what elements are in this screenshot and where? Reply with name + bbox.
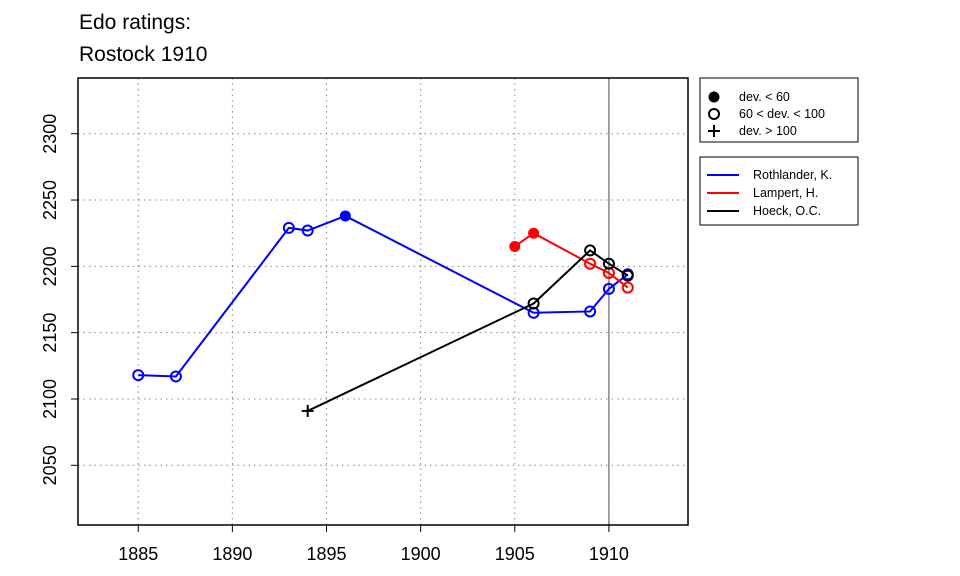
series-legend-label: Rothlander, K. xyxy=(753,168,832,182)
series-line xyxy=(514,232,629,289)
marker-open xyxy=(708,108,720,120)
marker-legend-label: dev. < 60 xyxy=(739,90,790,104)
series-legend: Rothlander, K. Lampert, H. Hoeck, O.C. xyxy=(699,156,859,226)
marker-plus xyxy=(708,125,720,137)
marker-filled xyxy=(509,240,521,252)
y-tick-label: 2250 xyxy=(40,180,60,220)
x-tick-label: 1890 xyxy=(212,544,252,564)
series-line xyxy=(307,249,629,412)
x-tick-label: 1895 xyxy=(306,544,346,564)
marker-open xyxy=(301,224,314,237)
marker-open xyxy=(132,369,145,382)
marker-plus xyxy=(301,404,314,417)
x-tick-label: 1885 xyxy=(118,544,158,564)
marker-open xyxy=(584,244,597,257)
marker-open xyxy=(584,305,597,318)
series-legend-label: Hoeck, O.C. xyxy=(753,204,821,218)
chart-title: Edo ratings: Rostock 1910 xyxy=(79,11,207,66)
marker-open xyxy=(602,282,615,295)
marker-open xyxy=(621,281,634,294)
marker-open xyxy=(169,370,182,383)
marker-legend-box xyxy=(699,77,859,143)
marker-filled xyxy=(528,227,540,239)
y-tick-label: 2050 xyxy=(40,445,60,485)
y-tick-label: 2150 xyxy=(40,313,60,353)
y-tick-label: 2300 xyxy=(40,114,60,154)
chart-title-line-1: Edo ratings: xyxy=(79,11,191,34)
marker-filled xyxy=(339,210,351,222)
y-axis: 2050 2100 2150 2200 2250 2300 xyxy=(40,114,78,485)
series-legend-label: Lampert, H. xyxy=(753,186,818,200)
x-tick-label: 1905 xyxy=(495,544,535,564)
chart-title-line-2: Rostock 1910 xyxy=(79,43,207,66)
series-hoeck-o-c xyxy=(301,244,634,417)
marker-open xyxy=(602,257,615,270)
marker-open xyxy=(527,297,540,310)
x-axis: 1885 1890 1895 1900 1905 1910 xyxy=(118,525,629,564)
series-layer xyxy=(132,210,634,417)
marker-filled xyxy=(708,91,720,103)
x-tick-label: 1910 xyxy=(589,544,629,564)
series-lampert-h xyxy=(509,227,634,294)
marker-open xyxy=(621,269,634,282)
series-rothlander-k xyxy=(132,210,634,383)
y-tick-label: 2100 xyxy=(40,379,60,419)
marker-legend-label: dev. > 100 xyxy=(739,124,797,138)
grid-lines xyxy=(78,78,688,525)
marker-legend: dev. < 60 60 < dev. < 100 dev. > 100 xyxy=(699,77,859,143)
marker-open xyxy=(282,221,295,234)
x-tick-label: 1900 xyxy=(401,544,441,564)
series-legend-box xyxy=(699,156,859,226)
y-tick-label: 2200 xyxy=(40,246,60,286)
marker-open xyxy=(584,257,597,270)
marker-legend-label: 60 < dev. < 100 xyxy=(739,107,825,121)
series-line xyxy=(138,214,629,378)
plot-frame xyxy=(77,77,689,526)
